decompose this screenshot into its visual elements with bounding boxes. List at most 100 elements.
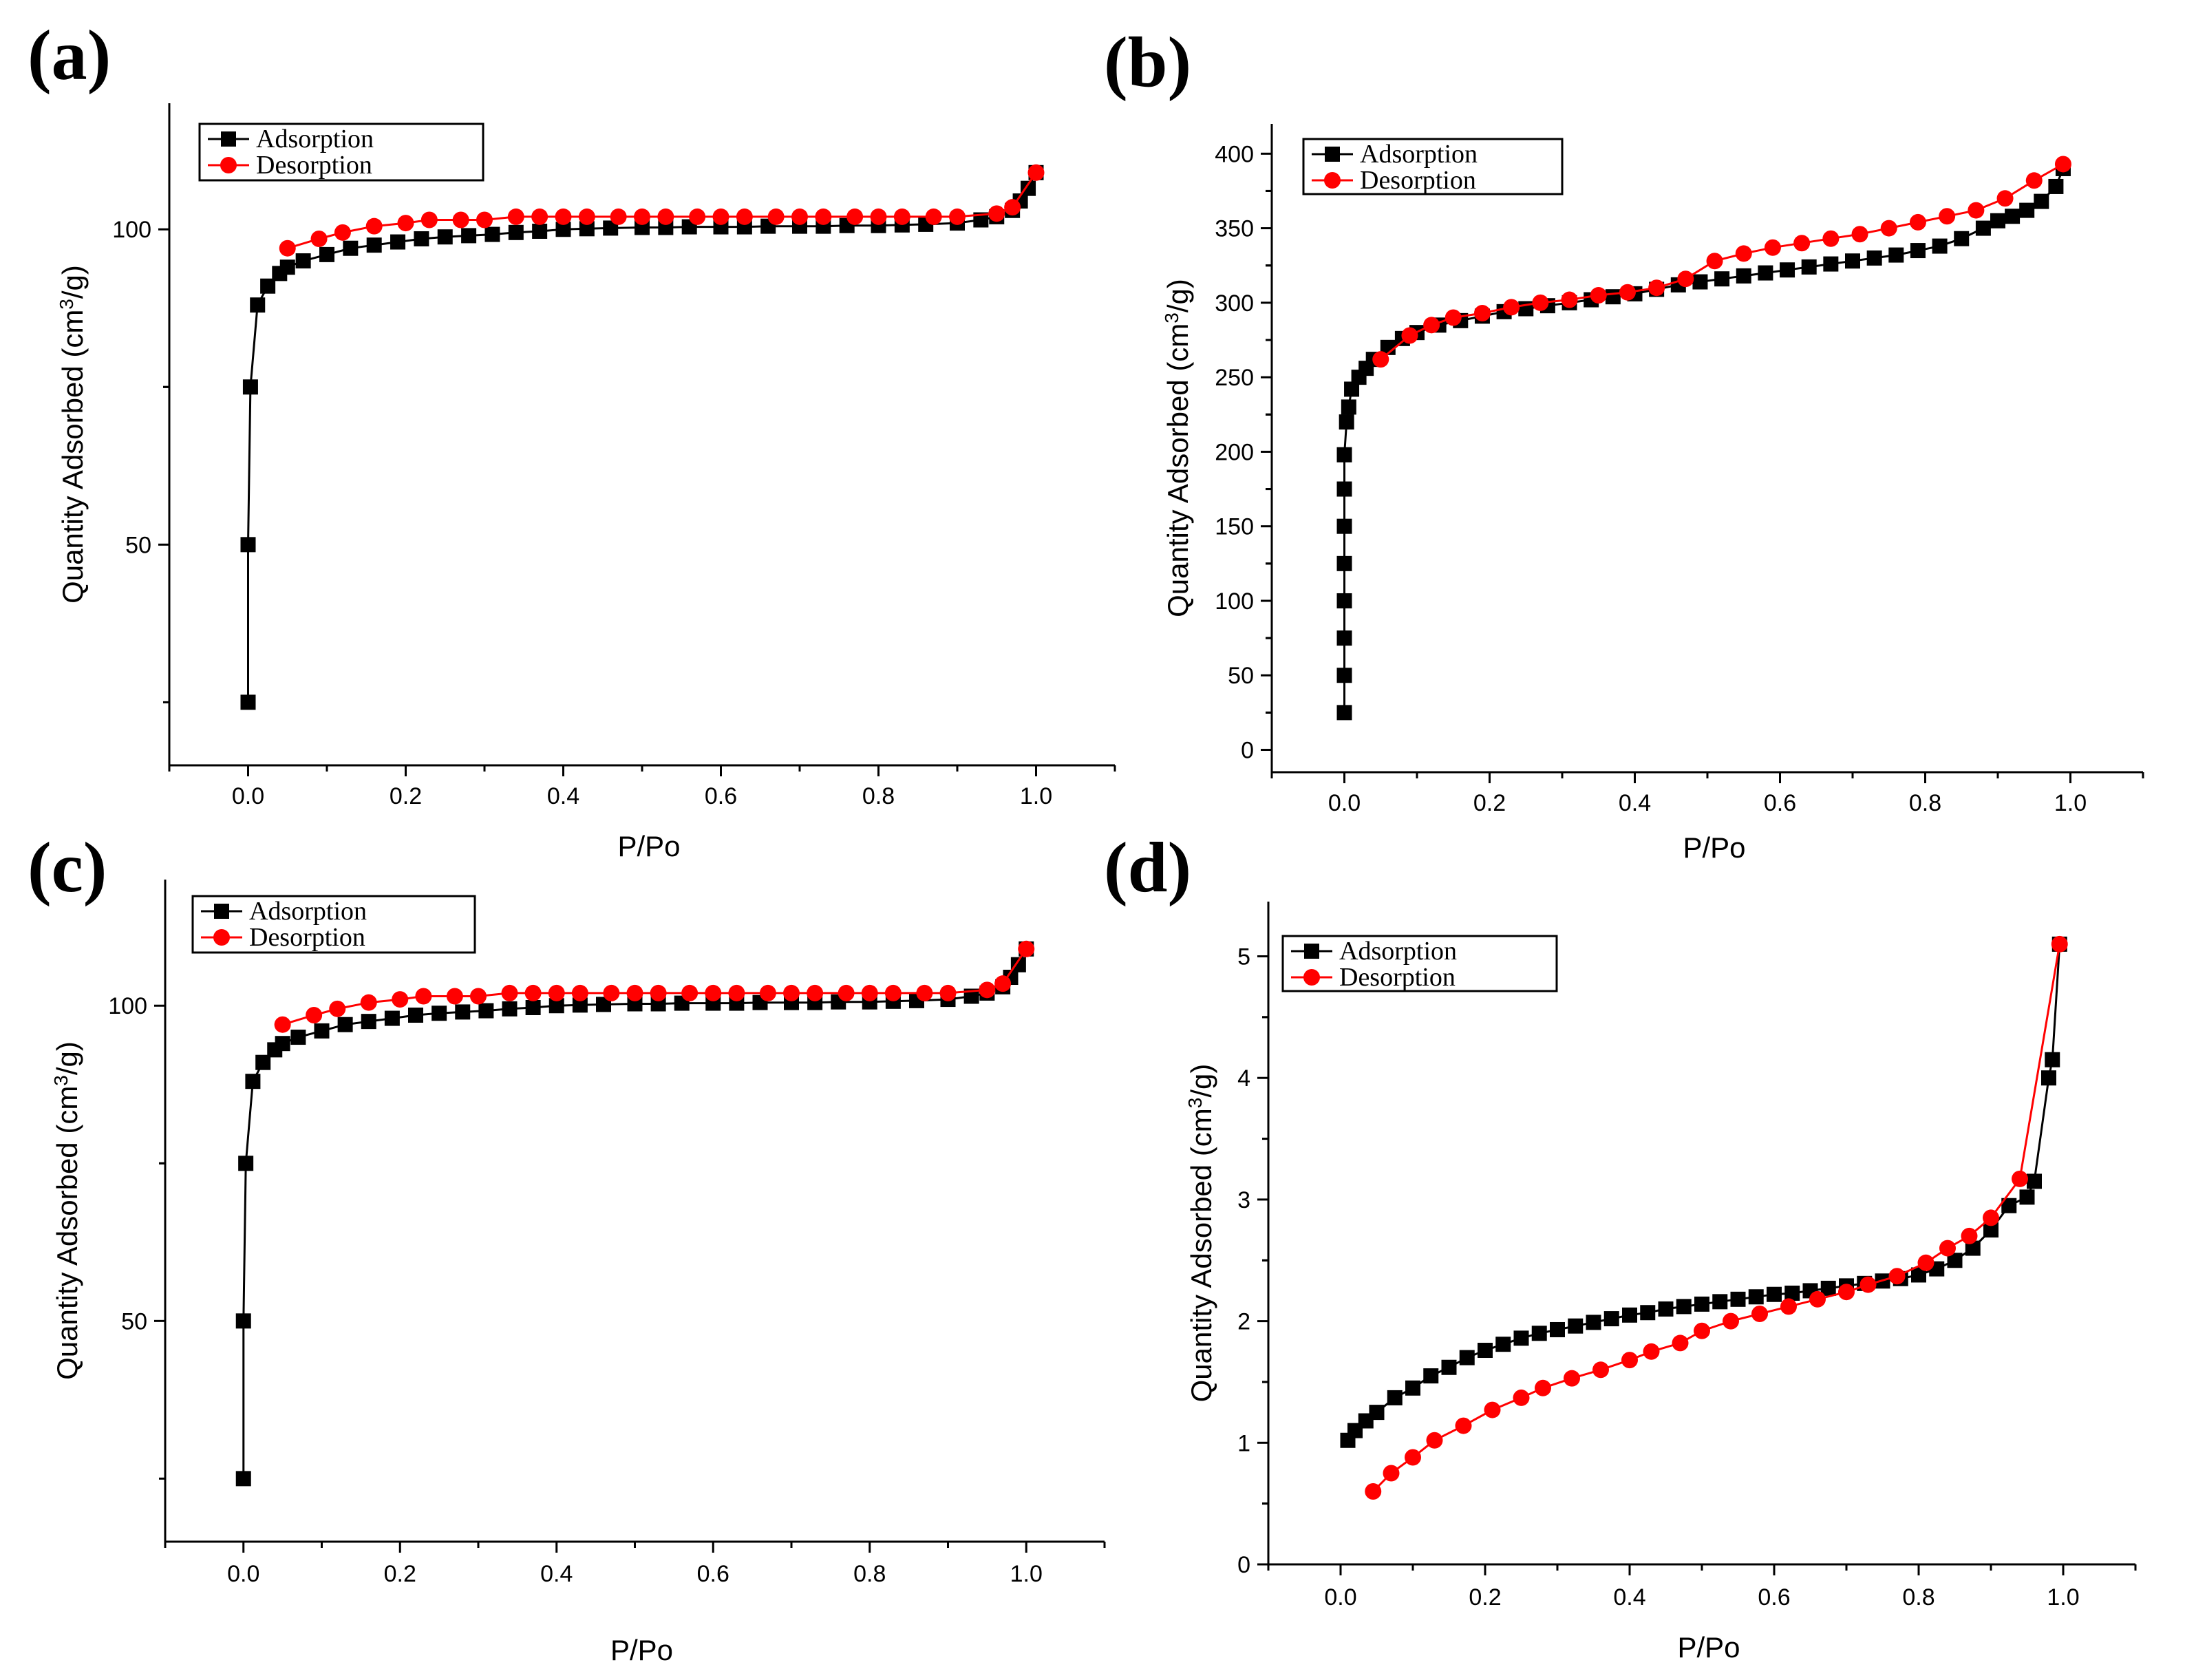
series-adsorption xyxy=(1336,160,2071,721)
legend-box xyxy=(191,895,476,954)
data-point-adsorption xyxy=(508,224,524,240)
data-point-desorption xyxy=(1939,208,1956,225)
data-point-desorption xyxy=(1983,1209,1999,1226)
legend-marker xyxy=(1304,944,1319,959)
data-point-adsorption xyxy=(1736,268,1751,284)
x-tick-label: 0.0 xyxy=(1328,790,1361,816)
legend-entry-adsorption: Adsorption xyxy=(249,897,367,926)
y-tick-label: 3 xyxy=(1237,1187,1250,1213)
data-point-adsorption xyxy=(1405,1380,1420,1396)
data-point-adsorption xyxy=(1730,1291,1746,1307)
data-point-desorption xyxy=(728,984,745,1001)
y-tick-label: 2 xyxy=(1237,1309,1250,1335)
data-point-desorption xyxy=(736,208,753,225)
y-tick-label: 4 xyxy=(1237,1065,1250,1092)
legend-box xyxy=(198,123,484,182)
data-point-adsorption xyxy=(1714,271,1730,287)
panel-label: (a) xyxy=(28,16,111,95)
data-point-desorption xyxy=(1677,270,1694,288)
data-point-adsorption xyxy=(1758,265,1773,281)
legend-marker xyxy=(214,904,229,919)
data-point-adsorption xyxy=(1676,1299,1692,1315)
data-point-adsorption xyxy=(384,1010,400,1026)
data-point-adsorption xyxy=(437,229,453,245)
data-point-adsorption xyxy=(1495,1337,1511,1352)
legend-entry-desorption: Desorption xyxy=(1339,963,1456,992)
data-point-adsorption xyxy=(240,694,256,710)
data-point-desorption xyxy=(705,984,722,1001)
data-point-desorption xyxy=(452,211,469,228)
data-point-desorption xyxy=(1619,284,1636,301)
data-point-adsorption xyxy=(596,997,611,1012)
data-point-desorption xyxy=(979,981,996,999)
data-point-adsorption xyxy=(235,1471,251,1487)
data-point-desorption xyxy=(807,984,824,1001)
data-point-adsorption xyxy=(255,1054,271,1070)
y-tick-label: 200 xyxy=(1215,439,1254,465)
x-tick-label: 0.8 xyxy=(1909,790,1941,816)
data-point-adsorption xyxy=(1954,231,1970,246)
data-point-desorption xyxy=(1365,1482,1382,1500)
y-tick-label: 400 xyxy=(1215,141,1254,167)
data-point-adsorption xyxy=(260,278,276,294)
series-adsorption xyxy=(1340,936,2067,1448)
data-point-desorption xyxy=(1018,940,1035,957)
data-point-desorption xyxy=(501,984,518,1001)
data-point-desorption xyxy=(1473,305,1491,322)
data-point-adsorption xyxy=(1932,238,1948,254)
data-point-adsorption xyxy=(484,226,500,242)
x-axis-title: P/Po xyxy=(617,830,680,862)
data-point-desorption xyxy=(2025,172,2043,189)
data-point-adsorption xyxy=(2034,193,2049,209)
legend-entry-adsorption: Adsorption xyxy=(1360,140,1478,169)
data-point-adsorption xyxy=(1336,630,1352,646)
data-point-adsorption xyxy=(548,998,564,1014)
data-point-desorption xyxy=(994,975,1012,992)
x-tick-label: 0.4 xyxy=(1613,1584,1645,1610)
x-axis-title: P/Po xyxy=(610,1634,673,1666)
data-point-desorption xyxy=(310,230,328,247)
data-point-desorption xyxy=(1888,1268,1906,1285)
data-point-desorption xyxy=(681,984,699,1001)
data-point-adsorption xyxy=(1010,957,1026,972)
data-point-desorption xyxy=(1503,299,1520,316)
data-point-desorption xyxy=(1764,239,1781,256)
data-point-adsorption xyxy=(1780,262,1795,278)
x-tick-label: 1.0 xyxy=(1020,783,1052,809)
legend-marker xyxy=(220,157,237,173)
data-point-adsorption xyxy=(361,1014,376,1030)
data-point-desorption xyxy=(2012,1170,2028,1187)
data-point-adsorption xyxy=(319,246,334,262)
data-point-desorption xyxy=(1592,1361,1609,1379)
series-desorption xyxy=(279,164,1045,257)
data-point-adsorption xyxy=(1910,243,1926,259)
data-point-desorption xyxy=(1822,230,1840,247)
data-point-desorption xyxy=(1372,351,1389,368)
x-tick-label: 1.0 xyxy=(2047,1584,2079,1610)
data-point-adsorption xyxy=(1990,213,2005,228)
data-point-adsorption xyxy=(1336,518,1352,534)
data-point-desorption xyxy=(279,240,296,257)
data-point-adsorption xyxy=(603,220,619,236)
y-tick-label: 150 xyxy=(1215,514,1254,540)
y-tick-label: 0 xyxy=(1241,738,1254,764)
data-point-adsorption xyxy=(238,1156,254,1171)
data-point-adsorption xyxy=(1478,1343,1493,1359)
data-point-adsorption xyxy=(275,1036,290,1052)
data-point-adsorption xyxy=(343,240,359,256)
data-point-desorption xyxy=(1859,1276,1877,1293)
x-tick-label: 0.0 xyxy=(227,1561,259,1587)
series-line-adsorption xyxy=(247,172,1037,703)
data-point-adsorption xyxy=(235,1313,251,1329)
data-point-desorption xyxy=(884,984,902,1001)
y-tick-label: 50 xyxy=(121,1308,147,1335)
data-point-adsorption xyxy=(1336,705,1352,721)
x-axis-title: P/Po xyxy=(1677,1631,1740,1663)
y-tick-label: 300 xyxy=(1215,290,1254,317)
legend-marker xyxy=(1303,969,1320,986)
x-tick-label: 0.4 xyxy=(1619,790,1651,816)
panel-label: (d) xyxy=(1104,828,1191,907)
